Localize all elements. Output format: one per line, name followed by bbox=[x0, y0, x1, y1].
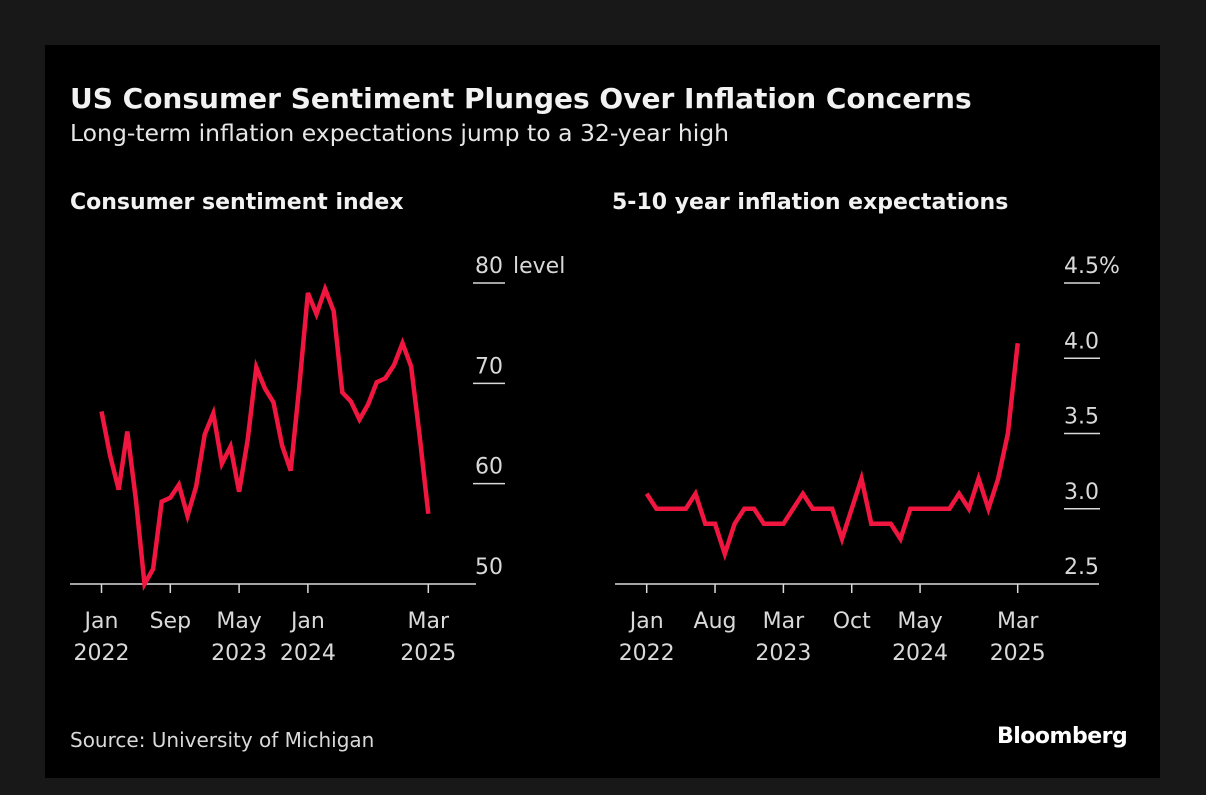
sentiment-x-tick-label: Jan bbox=[83, 609, 119, 634]
inflation-x-tick-label: Mar bbox=[997, 609, 1039, 634]
sentiment-x-tick-label: Mar bbox=[408, 609, 450, 634]
inflation-y-tick-label: 3.5 bbox=[1064, 405, 1099, 430]
inflation-series-line bbox=[644, 342, 1020, 562]
source-note: Source: University of Michigan bbox=[70, 728, 375, 752]
sentiment-x-tick-label: Jan bbox=[289, 609, 325, 634]
inflation-x-tick-label: May bbox=[897, 609, 942, 634]
sentiment-x-tick-label: Sep bbox=[150, 609, 191, 634]
bloomberg-logo: Bloomberg bbox=[997, 724, 1128, 749]
chart-title: US Consumer Sentiment Plunges Over Infla… bbox=[70, 82, 972, 115]
sentiment-series-line bbox=[99, 282, 431, 592]
inflation-x-tick-year: 2024 bbox=[892, 641, 948, 666]
inflation-x-tick-label: Aug bbox=[694, 609, 737, 634]
inflation-x-tick-label: Oct bbox=[833, 609, 871, 634]
sentiment-y-tick-label: 50 bbox=[475, 555, 503, 580]
inflation-x-tick-label: Jan bbox=[628, 609, 664, 634]
inflation-y-tick-label: 3.0 bbox=[1064, 480, 1099, 505]
inflation-x-tick-year: 2025 bbox=[990, 641, 1046, 666]
left-chart-title: Consumer sentiment index bbox=[70, 190, 404, 215]
sentiment-x-tick-label: May bbox=[216, 609, 261, 634]
right-chart-title: 5-10 year inflation expectations bbox=[612, 190, 1009, 215]
sentiment-x-tick-year: 2024 bbox=[280, 641, 336, 666]
inflation-y-tick-label: 2.5 bbox=[1064, 555, 1099, 580]
sentiment-x-tick-year: 2023 bbox=[211, 641, 267, 666]
sentiment-y-tick-label: 80 bbox=[475, 254, 503, 279]
inflation-x-tick-year: 2023 bbox=[755, 641, 811, 666]
inflation-y-tick-label: 4.5% bbox=[1064, 254, 1120, 279]
sentiment-y-tick-label: 60 bbox=[475, 455, 503, 480]
inflation-x-tick-label: Mar bbox=[763, 609, 805, 634]
sentiment-x-tick-year: 2025 bbox=[400, 641, 456, 666]
chart-subtitle: Long-term inflation expectations jump to… bbox=[70, 119, 730, 147]
chart-panel bbox=[45, 45, 1160, 778]
inflation-x-tick-year: 2022 bbox=[619, 641, 675, 666]
sentiment-y-tick-label: 70 bbox=[475, 354, 503, 379]
sentiment-unit-label: level bbox=[513, 254, 565, 279]
inflation-y-tick-label: 4.0 bbox=[1064, 329, 1099, 354]
sentiment-x-tick-year: 2022 bbox=[74, 641, 130, 666]
